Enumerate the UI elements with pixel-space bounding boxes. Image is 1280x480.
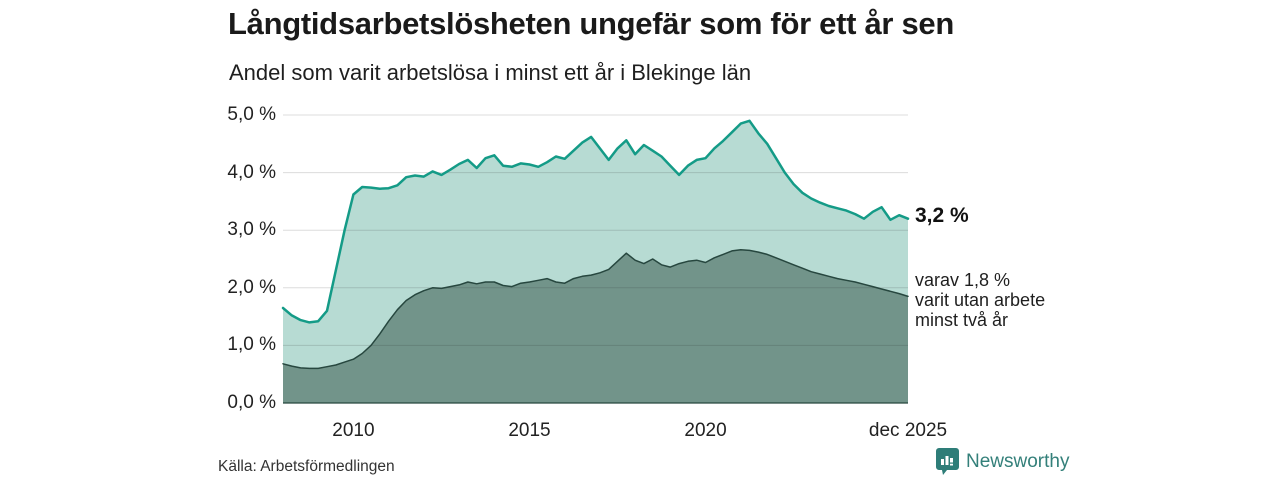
x-tick-label: 2010 — [332, 420, 375, 441]
page-title: Långtidsarbetslösheten ungefär som för e… — [228, 6, 955, 41]
y-tick-label: 0,0 % — [227, 392, 276, 413]
y-tick-label: 1,0 % — [227, 334, 276, 356]
y-tick-label: 2,0 % — [227, 276, 276, 298]
x-tick-label: dec 2025 — [868, 420, 948, 441]
y-tick-label: 3,0 % — [227, 219, 276, 241]
area-fill-two-years — [283, 249, 908, 403]
x-tick-label: 2020 — [684, 420, 727, 441]
source-note: Källa: Arbetsförmedlingen — [218, 458, 395, 475]
end-value-label: 3,2 % — [915, 204, 969, 227]
chart-subtitle: Andel som varit arbetslösa i minst ett å… — [229, 60, 752, 85]
brand-name: Newsworthy — [966, 450, 1070, 472]
x-tick-label: 2015 — [508, 420, 551, 441]
y-tick-label: 4,0 % — [227, 161, 276, 183]
y-tick-label: 5,0 % — [227, 104, 276, 125]
line-one-year — [281, 119, 910, 324]
end-note-label: varav 1,8 % varit utan arbete minst två … — [915, 270, 1046, 330]
brand-link[interactable]: Newsworthy — [936, 448, 1069, 475]
newsworthy-logo-icon — [936, 448, 959, 475]
line-two-years — [282, 249, 909, 370]
